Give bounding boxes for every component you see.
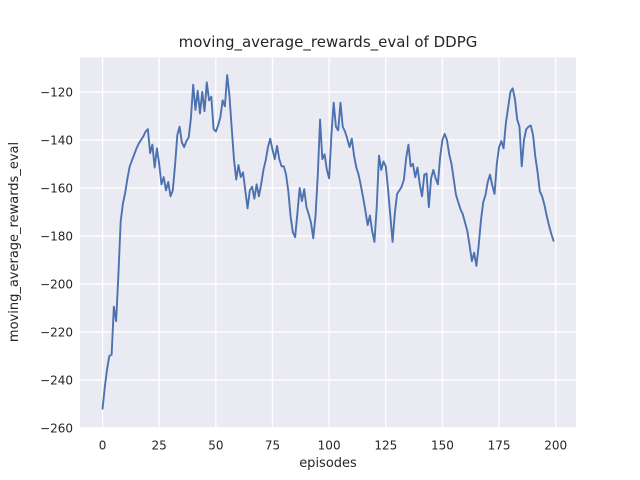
data-line-moving_average_rewards_eval bbox=[101, 74, 555, 410]
chart-title: moving_average_rewards_eval of DDPG bbox=[178, 33, 478, 51]
x-tick-label: 75 bbox=[265, 439, 280, 453]
y-tick-label: −260 bbox=[40, 421, 73, 435]
y-tick-label: −160 bbox=[40, 181, 73, 195]
x-tick-label: 25 bbox=[152, 439, 167, 453]
x-tick-label: 0 bbox=[99, 439, 107, 453]
x-tick-label: 100 bbox=[318, 439, 341, 453]
y-tick-label: −140 bbox=[40, 133, 73, 147]
x-axis-label: episodes bbox=[299, 456, 357, 471]
y-tick-label: −200 bbox=[40, 277, 73, 291]
plot-area bbox=[80, 57, 576, 428]
y-tick-label: −120 bbox=[40, 85, 73, 99]
y-tick-label: −240 bbox=[40, 373, 73, 387]
y-tick-label: −220 bbox=[40, 325, 73, 339]
x-tick-label: 200 bbox=[544, 439, 567, 453]
y-tick-label: −180 bbox=[40, 229, 73, 243]
x-tick-label: 175 bbox=[488, 439, 511, 453]
x-tick-label: 150 bbox=[431, 439, 454, 453]
x-tick-label: 50 bbox=[208, 439, 223, 453]
x-tick-label: 125 bbox=[374, 439, 397, 453]
